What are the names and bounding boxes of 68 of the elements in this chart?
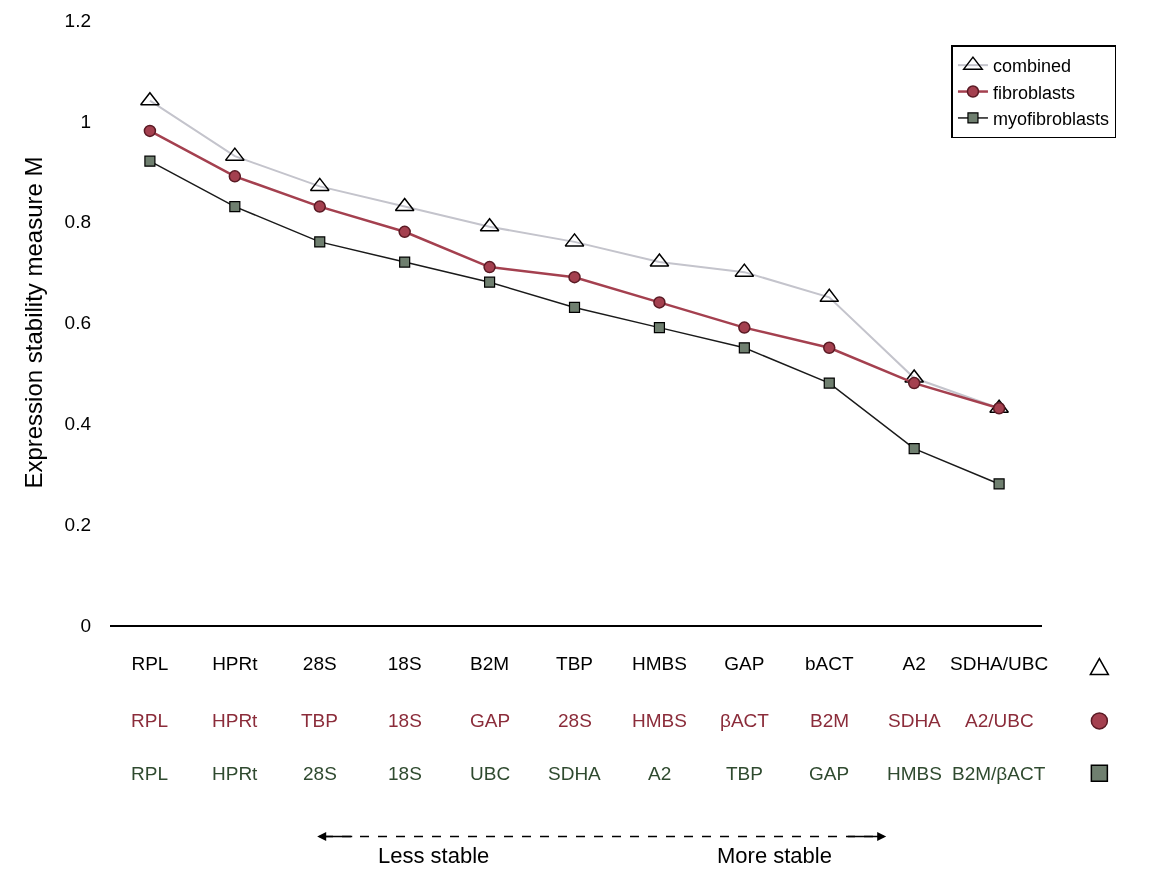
point bbox=[738, 342, 750, 354]
point bbox=[399, 256, 411, 268]
point bbox=[823, 377, 835, 389]
text: SDHA bbox=[888, 710, 942, 731]
point bbox=[653, 296, 666, 309]
point bbox=[568, 301, 581, 314]
text: SDHA bbox=[548, 763, 602, 784]
text: TBP bbox=[726, 763, 763, 784]
text: 18S bbox=[388, 710, 422, 731]
y-tick-label: 0.8 bbox=[64, 211, 91, 233]
text: TBP bbox=[301, 710, 338, 731]
point bbox=[483, 260, 496, 274]
x-tick-label: A2 bbox=[902, 652, 926, 674]
x-tick-label: 28S bbox=[302, 652, 337, 674]
x-tick-label: 18S bbox=[387, 652, 422, 674]
x-tick-label: B2M bbox=[470, 652, 510, 674]
text: More stable bbox=[717, 843, 832, 868]
point bbox=[144, 155, 156, 167]
text: A2/UBC bbox=[965, 710, 1034, 731]
y-axis-title: Expression stability measure M bbox=[19, 156, 47, 489]
point bbox=[228, 170, 242, 183]
point bbox=[314, 236, 326, 248]
text: 18S bbox=[388, 763, 422, 784]
legend-label: combined bbox=[992, 56, 1072, 77]
point bbox=[653, 322, 666, 334]
text: HPRt bbox=[212, 710, 259, 731]
y-tick-label: 0.6 bbox=[64, 312, 91, 334]
text: GAP bbox=[809, 763, 850, 784]
point bbox=[908, 443, 920, 455]
x-tick-label: TBP bbox=[556, 652, 593, 674]
text: RPL bbox=[131, 710, 168, 731]
text: HMBS bbox=[887, 763, 942, 784]
point bbox=[907, 376, 921, 390]
legend-label: fibroblasts bbox=[992, 82, 1076, 103]
point bbox=[738, 321, 751, 334]
point bbox=[229, 200, 241, 213]
text: B2M bbox=[810, 710, 850, 731]
point bbox=[992, 402, 1006, 415]
text: HMBS bbox=[632, 710, 687, 731]
text: HPRt bbox=[212, 763, 259, 784]
text: 28S bbox=[303, 763, 337, 784]
point bbox=[398, 225, 411, 239]
x-tick-label: GAP bbox=[724, 652, 765, 674]
x-tick-label: bACT bbox=[804, 652, 854, 674]
y-tick-label: 1.2 bbox=[64, 9, 91, 31]
point bbox=[143, 124, 157, 138]
text: βACT bbox=[720, 710, 770, 731]
text: Less stable bbox=[378, 843, 490, 868]
x-tick-label: SDHA/UBC bbox=[950, 652, 1049, 674]
text: RPL bbox=[131, 763, 168, 784]
text: GAP bbox=[470, 710, 511, 731]
point bbox=[823, 341, 836, 355]
point bbox=[568, 270, 581, 284]
text: 28S bbox=[558, 710, 592, 731]
text: A2 bbox=[648, 763, 672, 784]
point bbox=[993, 478, 1005, 490]
y-tick-label: 0 bbox=[80, 614, 91, 636]
text: B2M/βACT bbox=[952, 763, 1046, 784]
point bbox=[483, 276, 496, 288]
x-tick-label: RPL bbox=[131, 652, 169, 674]
y-tick-label: 1 bbox=[80, 110, 91, 132]
point bbox=[313, 200, 326, 213]
x-tick-label: HPRt bbox=[212, 652, 259, 674]
legend-label: myofibroblasts bbox=[992, 108, 1110, 129]
x-tick-label: HMBS bbox=[631, 652, 687, 674]
y-tick-label: 0.2 bbox=[64, 513, 91, 535]
text: UBC bbox=[470, 763, 511, 784]
y-tick-label: 0.4 bbox=[64, 413, 92, 435]
